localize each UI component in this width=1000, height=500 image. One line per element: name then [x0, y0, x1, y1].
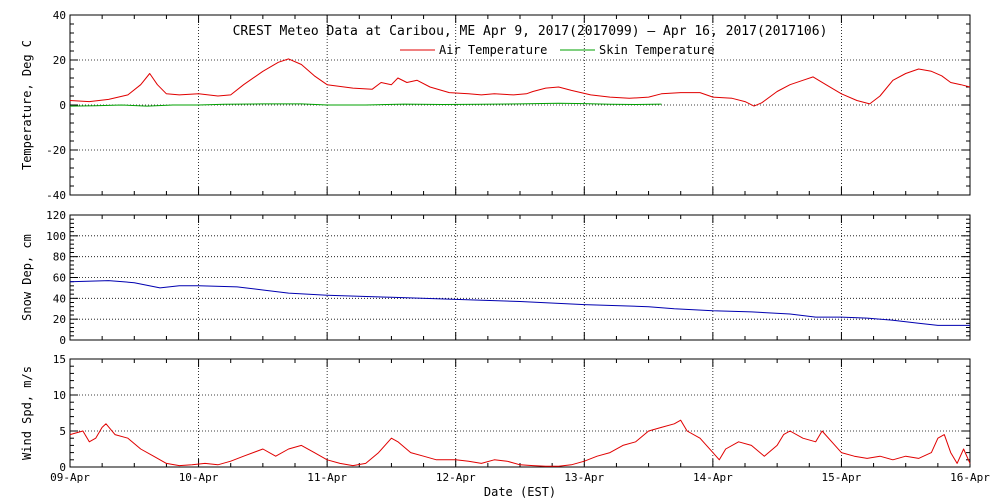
- y-tick-label: -20: [46, 144, 66, 157]
- series-line-1: [69, 419, 971, 467]
- legend-entry: Skin Temperature: [599, 43, 715, 57]
- y-tick-label: 100: [46, 230, 66, 243]
- x-tick-label: 15-Apr: [822, 471, 862, 484]
- y-tick-label: -40: [46, 189, 66, 202]
- panel-1: -40 -20 0 20 40 Temperature, Deg C Air Tempera…: [20, 9, 971, 202]
- chart-panels: -40 -20 0 20 40 Temperature, Deg C Air Tempera…: [20, 9, 990, 484]
- y-axis-label: Temperature, Deg C: [20, 40, 34, 170]
- series-line-1: [69, 280, 970, 326]
- x-axis-label: Date (EST): [484, 485, 556, 499]
- legend-entry: Air Temperature: [439, 43, 547, 57]
- panel-2: 0 20 40 60 80 100 120 Snow Dep, cm: [20, 209, 971, 347]
- x-tick-label: 14-Apr: [693, 471, 733, 484]
- y-tick-label: 10: [53, 389, 66, 402]
- y-tick-label: 5: [59, 425, 66, 438]
- y-tick-label: 0: [59, 99, 66, 112]
- y-axis-label: Wind Spd, m/s: [20, 366, 34, 460]
- y-tick-label: 20: [53, 54, 66, 67]
- panel-frame: [69, 14, 971, 196]
- panel-frame: [69, 214, 971, 341]
- chart-title: CREST Meteo Data at Caribou, ME Apr 9, 2…: [233, 24, 828, 39]
- y-tick-label: 40: [53, 9, 66, 22]
- y-tick-label: 0: [59, 461, 66, 474]
- series-line-1: [69, 58, 971, 107]
- panel-3: 0 5 10 15 Wind Spd, m/s: [20, 353, 971, 474]
- y-tick-label: 40: [53, 292, 66, 305]
- x-tick-label: 10-Apr: [179, 471, 219, 484]
- x-tick-label: 11-Apr: [307, 471, 347, 484]
- x-tick-label: 12-Apr: [436, 471, 476, 484]
- y-tick-label: 0: [59, 334, 66, 347]
- y-tick-label: 120: [46, 209, 66, 222]
- y-tick-label: 80: [53, 251, 66, 264]
- y-tick-label: 20: [53, 313, 66, 326]
- y-tick-label: 15: [53, 353, 66, 366]
- x-tick-label: 09-Apr: [50, 471, 90, 484]
- panel-frame: [69, 358, 971, 468]
- x-tick-label: 13-Apr: [564, 471, 604, 484]
- y-axis-label: Snow Dep, cm: [20, 234, 34, 321]
- x-tick-label: 16-Apr: [950, 471, 990, 484]
- series-line-2: [69, 102, 662, 107]
- y-tick-label: 60: [53, 272, 66, 285]
